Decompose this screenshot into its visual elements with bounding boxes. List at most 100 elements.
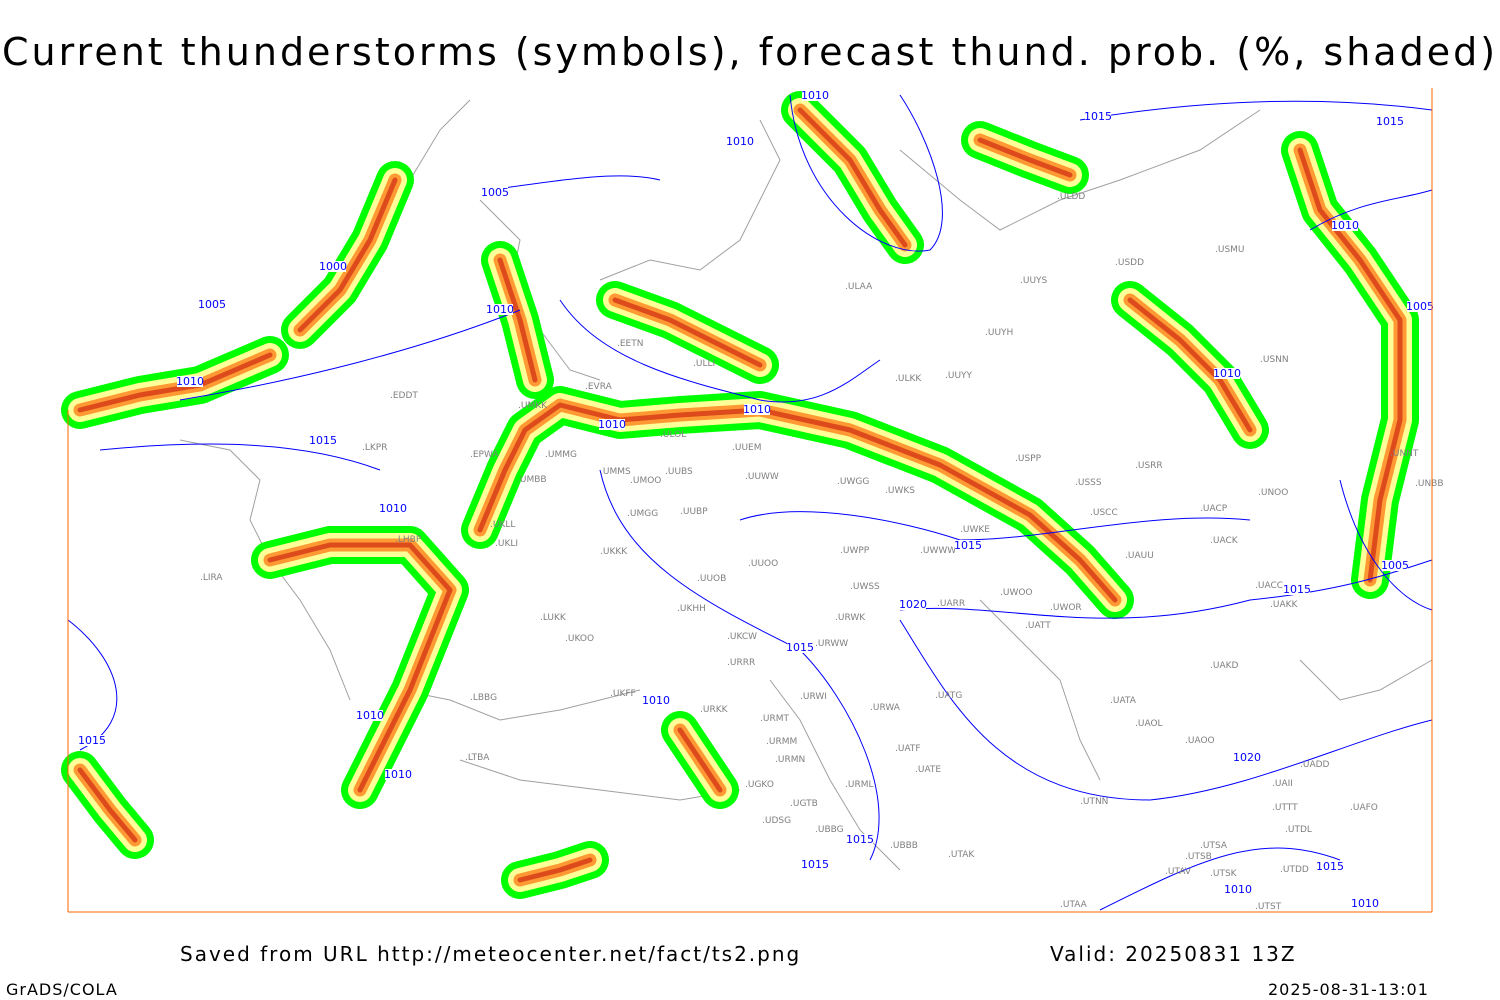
isobar-line [489,175,661,191]
station-label: .UAKK [1270,600,1299,610]
station-label: .URWK [835,613,866,623]
station-label: .UATE [915,765,941,775]
station-label: .UBBB [890,841,918,851]
station-label: .UUWW [745,472,779,482]
probability-contour [1127,297,1253,433]
isobar-label: 1010 [1213,367,1241,380]
station-label: .UACC [1255,581,1283,591]
probability-contour [977,137,1073,178]
isobar-label-bg [1085,111,1111,122]
probability-contour [477,402,1118,603]
isobar-label: 1015 [1084,110,1112,123]
isobar-label: 1010 [384,768,412,781]
station-label: .UATT [1025,621,1051,631]
station-label: .UTAA [1060,900,1088,910]
station-label: .UKCW [727,632,757,642]
station-label: .USPP [1015,454,1042,464]
isobar-label: 1015 [78,734,106,747]
station-label: .UACK [1210,536,1239,546]
station-label: .UAOO [1185,736,1215,746]
probability-contour [77,352,273,413]
station-label: .UTSB [1185,852,1212,862]
isobar-label: 1020 [1233,751,1261,764]
station-label: .EETN [617,339,643,349]
station-label: .UTSA [1200,841,1228,851]
isobar-label-bg [643,695,669,706]
storm-band [461,386,1134,619]
isobar-line [1339,479,1433,611]
station-label: .UMMS [600,467,631,477]
station-label: .EDDT [390,391,418,401]
storm-band [501,841,609,899]
isobar-label: 1010 [1224,883,1252,896]
station-label: .UAUU [1125,551,1154,561]
isobar-label-bg [1377,116,1403,127]
station-label: .USDD [1115,258,1144,268]
station-label: .USRR [1135,461,1163,471]
station-label: .UAFO [1350,803,1378,813]
isobar-label-bg [79,735,105,746]
isobar-line [99,443,381,471]
isobar-label-bg [487,304,513,315]
probability-contour [677,727,723,793]
station-label: .UUYY [945,371,973,381]
station-label: .UUYS [1020,276,1048,286]
probability-contour [1297,147,1403,583]
coastline [179,439,351,701]
station-label: .UTTT [1272,803,1298,813]
isobar-line [739,511,1251,541]
isobar-label-bg [1214,368,1240,379]
isobar-label-bg [482,187,508,198]
station-label: .UWOO [1000,588,1033,598]
isobar-label-bg [320,261,346,272]
station-label: .UKLL [490,520,515,530]
station-label: .LHBP [395,535,422,545]
isobar-label: 1010 [356,709,384,722]
isobar-label: 1015 [309,434,337,447]
station-label: .LBBG [470,693,497,703]
isobar-label-bg [847,834,873,845]
isobar-label: 1010 [726,135,754,148]
storm-band [61,336,289,429]
station-label: .UUBS [665,467,693,477]
isobar-labels: 1010 1010 1015 1015 1005 1000 1005 1010 1010 1015… [78,89,1434,910]
station-label: .UNBB [1415,479,1444,489]
station-label: .UMOO [630,476,661,486]
storm-band [1111,281,1269,449]
isobar-label-bg [357,710,383,721]
station-label: .UWKE [960,525,990,535]
generation-timestamp: 2025-08-31-13:01 [1268,980,1429,999]
isobar-label-bg [1352,898,1378,909]
isobar-label-bg [744,404,770,415]
station-label: .UUBP [680,507,708,517]
station-label: .URRR [727,658,755,668]
storm-band [596,281,779,384]
isobar-label: 1015 [954,539,982,552]
storm-band [251,526,469,809]
station-label: .UKHH [677,604,706,614]
storm-band [781,91,924,264]
station-label: .UTDL [1285,825,1312,835]
station-label: .LKPR [362,443,387,453]
station-label: .UATF [895,744,921,754]
isobar-label: 1010 [379,502,407,515]
station-label: .LTBA [465,753,490,763]
isobar-label: 1010 [801,89,829,102]
station-label: .URMT [760,714,789,724]
isobar-label-bg [1407,301,1433,312]
station-label: .UATA [1110,696,1137,706]
station-label: .USMU [1215,245,1245,255]
station-label: .URWA [870,703,901,713]
station-label: .UACP [1200,504,1228,514]
station-label: .URMN [775,755,805,765]
map-title: Current thunderstorms (symbols), forecas… [1,30,1499,74]
isobar-label: 1005 [198,298,226,311]
isobar-label-bg [1284,584,1310,595]
isobar-line [1079,100,1433,121]
station-label: .UADD [1300,760,1330,770]
isobar-label-bg [955,540,981,551]
isobar-line [789,94,943,252]
station-label: .EPWA [470,450,499,460]
storm-band [1281,131,1419,599]
isobar-label: 1010 [642,694,670,707]
